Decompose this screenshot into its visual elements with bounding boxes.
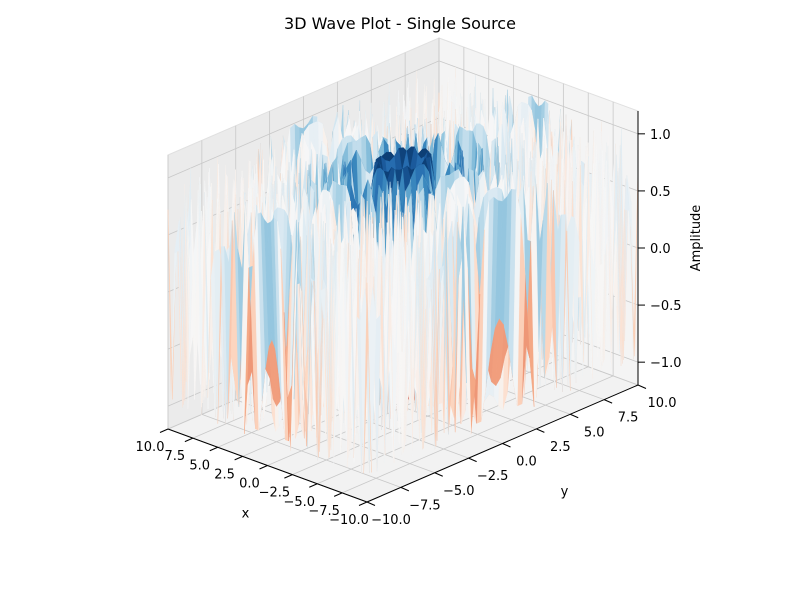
- x-tick-mark: [159, 428, 169, 433]
- y-tick-mark: [434, 472, 443, 477]
- y-tick-mark: [603, 399, 613, 404]
- x-tick-mark: [333, 492, 343, 497]
- y-tick-label: 10.0: [648, 396, 677, 411]
- x-tick-label: 7.5: [165, 449, 186, 464]
- y-tick-mark: [570, 413, 579, 419]
- x-tick-label: −5.0: [283, 495, 315, 510]
- y-axis-label: y: [561, 485, 569, 500]
- x-tick-mark: [234, 455, 243, 461]
- y-tick-label: −7.5: [409, 498, 441, 513]
- y-tick-label: 0.0: [516, 455, 537, 470]
- x-axis-label: x: [242, 507, 250, 522]
- z-grid-line-left: [167, 60, 440, 179]
- z-tick-label: −0.5: [650, 299, 682, 314]
- x-tick-mark: [209, 446, 218, 452]
- y-grid-line-floor: [235, 399, 435, 474]
- x-tick-label: 2.5: [214, 467, 235, 482]
- z-tick-label: 0.0: [650, 242, 671, 257]
- chart-title: 3D Wave Plot - Single Source: [284, 14, 516, 33]
- y-tick-mark: [637, 384, 647, 389]
- x-tick-label: −7.5: [308, 504, 340, 519]
- z-grid-line-right: [438, 60, 639, 135]
- y-tick-label: 5.0: [584, 425, 605, 440]
- y-tick-mark: [400, 486, 410, 492]
- y-grid-line-floor: [201, 413, 402, 488]
- x-tick-label: −10.0: [329, 513, 369, 528]
- x-tick-mark: [309, 483, 318, 488]
- surface-patch: [363, 282, 372, 474]
- y-tick-label: 2.5: [550, 440, 571, 455]
- y-tick-label: −2.5: [477, 469, 509, 484]
- y-tick-label: 7.5: [618, 411, 639, 426]
- x-tick-label: 5.0: [189, 458, 210, 473]
- y-tick-label: −10.0: [371, 513, 411, 528]
- x-tick-mark: [358, 501, 368, 506]
- x-tick-label: −2.5: [259, 486, 291, 501]
- axes: −10.0−7.5−5.0−2.50.02.55.07.510.0−10.0−7…: [136, 111, 682, 528]
- z-tick-label: 0.5: [650, 185, 671, 200]
- x-tick-mark: [284, 474, 293, 479]
- z-axis-label: Amplitude: [689, 205, 704, 272]
- x-tick-label: 0.0: [239, 477, 260, 492]
- y-tick-mark: [502, 443, 511, 448]
- y-tick-mark: [536, 428, 545, 433]
- y-tick-mark: [468, 457, 477, 463]
- x-tick-mark: [184, 437, 194, 443]
- z-tick-label: −1.0: [650, 356, 682, 371]
- y-tick-mark: [366, 501, 376, 506]
- x-tick-mark: [259, 465, 268, 470]
- z-tick-label: 1.0: [650, 128, 671, 143]
- y-tick-label: −5.0: [443, 484, 475, 499]
- wave-surface: [167, 67, 639, 474]
- x-tick-label: 10.0: [136, 440, 165, 455]
